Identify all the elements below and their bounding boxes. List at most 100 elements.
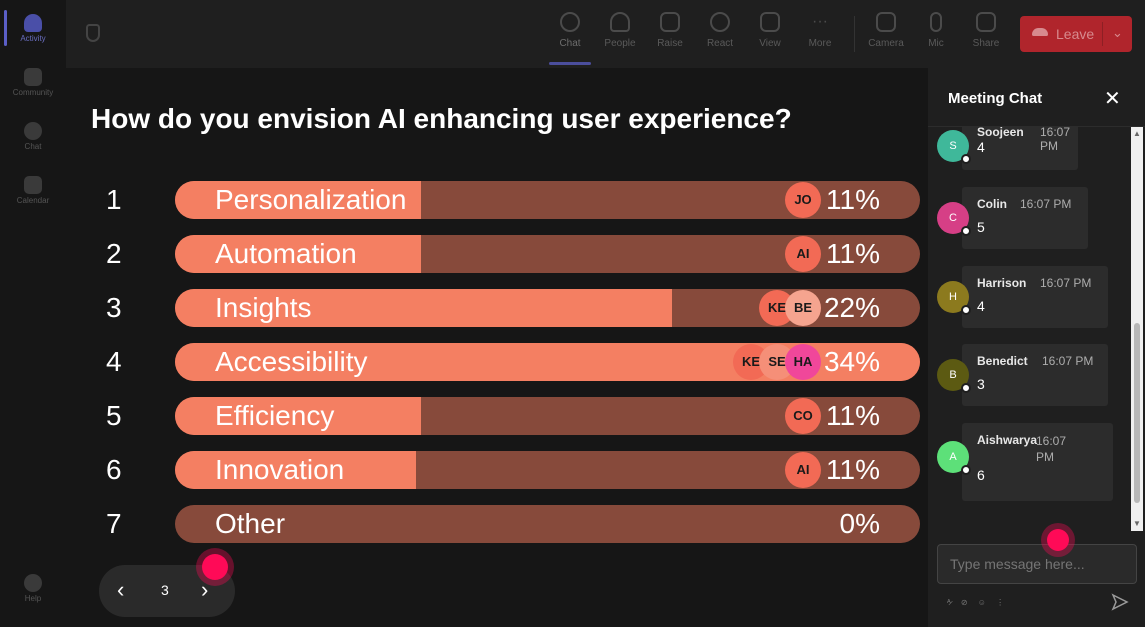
help-icon	[24, 574, 42, 592]
option-number: 6	[106, 454, 122, 485]
presence-dot	[961, 465, 971, 475]
poll-option: 3 Insights 22% KE BE	[66, 289, 928, 327]
poll-option: 7 Other 0%	[66, 505, 928, 543]
message-bubble: Benedict 16:07 PM 3	[962, 344, 1108, 406]
message-bubble: Aishwarya 16:07 PM 6	[962, 423, 1113, 501]
scroll-down-icon[interactable]: ▼	[1133, 519, 1141, 528]
meeting-toolbar: Chat People Raise React View ··· More Ca…	[66, 0, 1145, 68]
voter-avatar: JO	[785, 182, 821, 218]
toolbar-chat-button[interactable]: Chat	[548, 12, 592, 49]
chat-message-input[interactable]	[937, 544, 1137, 584]
option-bar: Accessibility 34% KE SE HA	[175, 343, 920, 381]
avatar[interactable]: A	[937, 441, 971, 475]
avatar-initial: H	[949, 291, 957, 303]
poll-option: 4 Accessibility 34% KE SE HA	[66, 343, 928, 381]
active-tab-indicator	[549, 62, 591, 65]
compose-tools[interactable]: ᴬ̷ ⊘ ☺ ⋮	[947, 598, 1009, 607]
message-text: 6	[977, 467, 985, 483]
scrollbar-thumb[interactable]	[1134, 323, 1140, 503]
toolbar-people-button[interactable]: People	[598, 12, 642, 49]
toolbar-raise-button[interactable]: Raise	[648, 12, 692, 49]
toolbar-react-button[interactable]: React	[698, 12, 742, 49]
option-number: 5	[106, 400, 122, 431]
option-bar-fill	[175, 181, 421, 219]
message-bubble: Soojeen 16:07 PM 4	[962, 127, 1078, 170]
chat-icon	[24, 122, 42, 140]
phone-hangup-icon	[1032, 28, 1048, 36]
leave-button[interactable]: Leave ⌄	[1020, 16, 1132, 52]
voter-avatar: BE	[785, 290, 821, 326]
option-bar: Insights 22% KE BE	[175, 289, 920, 327]
option-number: 4	[106, 346, 122, 377]
option-number: 7	[106, 508, 122, 539]
option-number: 1	[106, 184, 122, 215]
option-bar: Personalization 11% JO	[175, 181, 920, 219]
chevron-right-icon[interactable]: ›	[201, 577, 209, 602]
avatar[interactable]: S	[937, 130, 971, 164]
avatar-initial: S	[949, 140, 957, 152]
voter-avatar: AI	[785, 236, 821, 272]
poll-stage: How do you envision AI enhancing user ex…	[66, 68, 928, 627]
rail-active-indicator	[4, 10, 7, 46]
poll-option: 1 Personalization 11% JO	[66, 181, 928, 219]
chat-message-list[interactable]: Soojeen 16:07 PM 4 S Colin 16:07 PM 5 C Harrison…	[928, 127, 1132, 531]
sender-name: Soojeen	[977, 127, 1024, 139]
cursor-indicator	[1047, 529, 1069, 551]
ellipsis-icon: ···	[812, 13, 828, 30]
option-bar-fill	[175, 235, 421, 273]
chevron-left-icon[interactable]: ‹	[117, 577, 125, 602]
message-text: 5	[977, 219, 985, 235]
toolbar-divider	[854, 16, 855, 52]
option-bar-fill	[175, 397, 421, 435]
message-time: 16:07 PM	[1020, 197, 1072, 211]
option-percent: 11%	[826, 454, 880, 485]
message-bubble: Colin 16:07 PM 5	[962, 187, 1088, 249]
poll-question: How do you envision AI enhancing user ex…	[91, 103, 792, 134]
avatar[interactable]: H	[937, 281, 971, 315]
chevron-down-icon[interactable]: ⌄	[1112, 25, 1123, 40]
toolbar-camera-button[interactable]: Camera	[864, 12, 908, 49]
share-icon	[976, 12, 996, 32]
bell-icon	[24, 14, 42, 32]
toolbar-share-button[interactable]: Share	[964, 12, 1008, 49]
presence-dot	[961, 305, 971, 315]
chat-scrollbar[interactable]: ▲ ▼	[1131, 127, 1143, 531]
message-text: 3	[977, 376, 985, 392]
option-percent: 11%	[826, 238, 880, 269]
rail-item-community[interactable]: Community	[0, 60, 66, 108]
shield-icon	[86, 24, 100, 42]
sender-name: Aishwarya	[977, 433, 1038, 447]
send-icon[interactable]	[1111, 593, 1129, 611]
rail-item-activity[interactable]: Activity	[0, 6, 66, 54]
close-icon[interactable]: ✕	[1104, 88, 1121, 110]
scroll-up-icon[interactable]: ▲	[1133, 129, 1141, 138]
message-time: 16:07 PM	[1040, 276, 1092, 290]
option-bar: Automation 11% AI	[175, 235, 920, 273]
avatar-initial: B	[949, 369, 957, 381]
option-percent: 11%	[826, 184, 880, 215]
option-bar: Innovation 11% AI	[175, 451, 920, 489]
poll-option: 6 Innovation 11% AI	[66, 451, 928, 489]
voter-avatar: CO	[785, 398, 821, 434]
option-number: 2	[106, 238, 122, 269]
message-time: 16:07 PM	[1040, 127, 1071, 153]
option-percent: 34%	[823, 346, 880, 377]
community-icon	[24, 68, 42, 86]
toolbar-mic-button[interactable]: Mic	[914, 12, 958, 49]
presence-dot	[961, 383, 971, 393]
avatar[interactable]: C	[937, 202, 971, 236]
toolbar-more-button[interactable]: ··· More	[808, 13, 832, 49]
camera-icon	[876, 12, 896, 32]
option-label: Automation	[215, 238, 357, 269]
grid-icon	[760, 12, 780, 32]
rail-item-chat[interactable]: Chat	[0, 114, 66, 162]
option-percent: 22%	[823, 292, 880, 323]
meeting-chat-panel: Meeting Chat ✕ Soojeen 16:07 PM 4 S Colin 16:…	[928, 68, 1145, 627]
rail-item-help[interactable]: Help	[0, 566, 66, 614]
voter-avatar: AI	[785, 452, 821, 488]
toolbar-view-button[interactable]: View	[748, 12, 792, 49]
message-time: 16:07 PM	[1042, 354, 1094, 368]
option-bar: Efficiency 11% CO	[175, 397, 920, 435]
avatar[interactable]: B	[937, 359, 971, 393]
rail-item-calendar[interactable]: Calendar	[0, 168, 66, 216]
